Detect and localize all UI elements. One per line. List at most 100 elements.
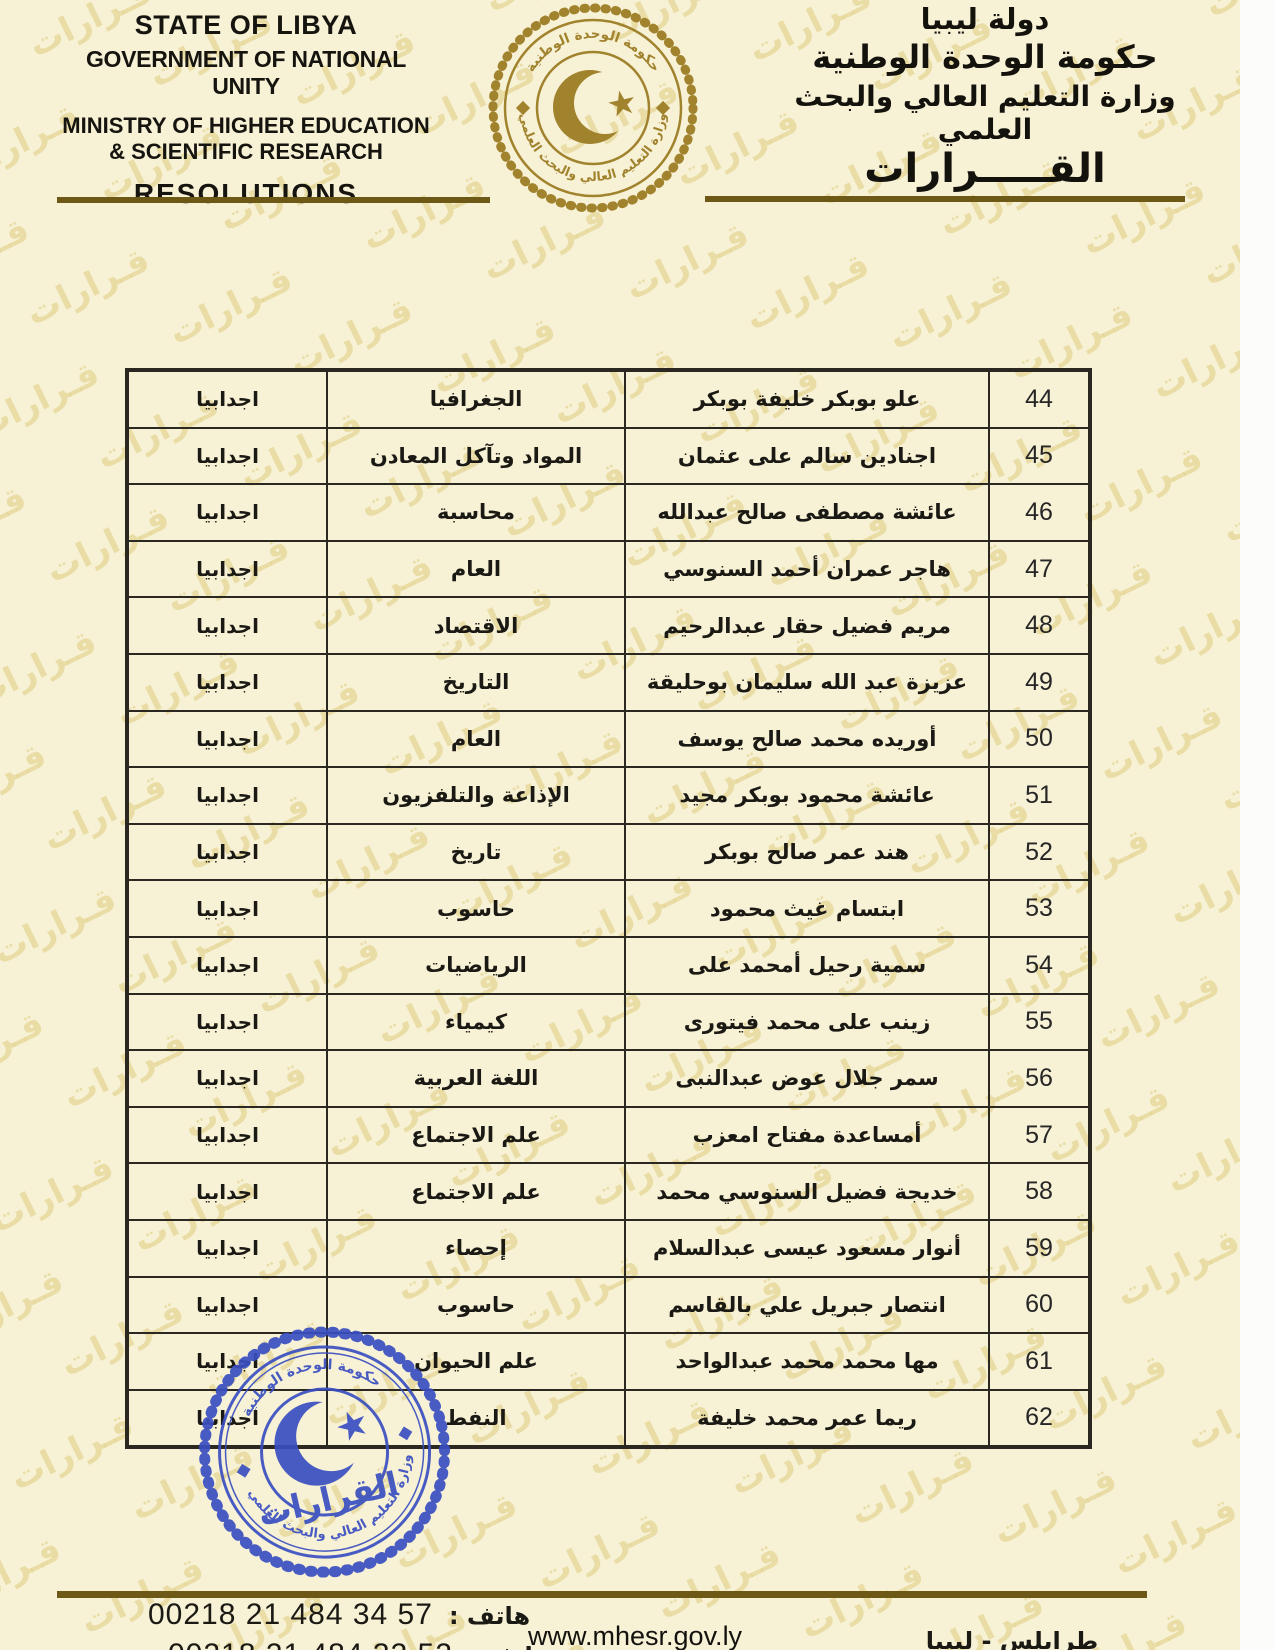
city-cell: اجدابيا [128, 993, 327, 1051]
state-title-en: STATE OF LIBYA [134, 10, 358, 40]
name-cell: اجنادين سالم على عثمان [625, 427, 989, 485]
number-cell: 48 [989, 597, 1089, 654]
name-cell: عائشة مصطفى صالح عبدالله [625, 484, 989, 541]
name-cell: أمساعدة مفتاح امعزب [625, 1106, 989, 1164]
number-cell: 47 [989, 540, 1089, 598]
city-cell: اجدابيا [128, 880, 327, 937]
resolutions-table: اجدابيا الجغرافيا علو بوبكر خليفة بوبكر 44 ا… [125, 368, 1092, 1450]
name-cell: سمر جلال عوض عبدالنبى [625, 1050, 989, 1107]
subject-cell: حاسوب [327, 1276, 625, 1334]
number-cell: 51 [989, 767, 1089, 824]
number-cell: 45 [989, 427, 1089, 485]
header-rule-left [57, 197, 490, 203]
number-cell: 50 [989, 710, 1089, 768]
city-cell: اجدابيا [128, 823, 327, 881]
name-cell: سمية رحيل أمحمد على [625, 936, 989, 994]
subject-cell: الجغرافيا [327, 371, 625, 428]
subject-cell: التاريخ [327, 653, 625, 711]
number-cell: 62 [989, 1389, 1089, 1447]
state-title-ar: دولة ليبيا [920, 2, 1050, 36]
stamp-diamond-left [236, 1463, 251, 1478]
city-cell: اجدابيا [128, 710, 327, 768]
city-cell: اجدابيا [128, 484, 327, 541]
subject-cell: إحصاء [327, 1219, 625, 1277]
seal-ring-top-text: حكومة الوحدة الوطنية [522, 26, 663, 75]
stamp-inner-circle [260, 1387, 390, 1517]
subject-cell: المواد وتآكل المعادن [327, 427, 625, 485]
government-title-en: GOVERNMENT OF NATIONAL UNITY [85, 46, 407, 99]
number-cell: 54 [989, 936, 1089, 994]
seal-outer-circle [503, 18, 683, 198]
number-cell: 52 [989, 823, 1089, 881]
city-cell: اجدابيا [128, 427, 327, 485]
city-cell: اجدابيا [128, 936, 327, 994]
footer-rule [57, 1591, 1147, 1598]
ministry-title-ar: وزارة التعليم العالي والبحث العلمي [794, 80, 1176, 146]
number-cell: 61 [989, 1333, 1089, 1390]
number-cell: 58 [989, 1163, 1089, 1220]
stamp-chain-ring [199, 1326, 451, 1578]
name-cell: خديجة فضيل السنوسي محمد [625, 1163, 989, 1220]
city-cell: اجدابيا [128, 540, 327, 598]
subject-cell: كيمياء [327, 993, 625, 1051]
seal-inner-circle [535, 50, 651, 166]
phone-number-1: 00218 21 484 34 57 [148, 1598, 433, 1631]
subject-cell: الإذاعة والتلفزيون [327, 767, 625, 824]
name-cell: انتصار جبريل علي بالقاسم [625, 1276, 989, 1334]
subject-cell: اللغة العربية [327, 1050, 625, 1107]
document-title-ar: القـــــرارات [864, 146, 1106, 192]
seal-diamond-left [515, 100, 531, 116]
header-rule-right [705, 196, 1185, 202]
phone-line-2: هاتف : 00218 21 484 32 52 [168, 1638, 550, 1650]
government-title-ar: حكومة الوحدة الوطنية [812, 38, 1158, 76]
stamp-outer-circle [218, 1345, 432, 1559]
name-cell: مريم فضيل حقار عبدالرحيم [625, 597, 989, 654]
location-text: طرابلس - ليبيا [925, 1627, 1099, 1650]
city-cell: اجدابيا [128, 767, 327, 824]
name-cell: زينب على محمد فيتورى [625, 993, 989, 1051]
header-english: STATE OF LIBYA GOVERNMENT OF NATIONAL UN… [60, 10, 432, 210]
blue-ink-stamp: حكومة الوحدة الوطنية وزارة التعليم العال… [199, 1326, 451, 1578]
number-cell: 46 [989, 484, 1089, 541]
name-cell: أنوار مسعود عيسى عبدالسلام [625, 1219, 989, 1277]
number-cell: 57 [989, 1106, 1089, 1164]
number-cell: 55 [989, 993, 1089, 1051]
number-cell: 44 [989, 371, 1089, 428]
subject-cell: حاسوب [327, 880, 625, 937]
subject-cell: تاريخ [327, 823, 625, 881]
crescent-star-icon: ★ [553, 70, 641, 144]
scan-margin [1240, 0, 1275, 1650]
phone-line-1: هاتف : 00218 21 484 34 57 [148, 1598, 530, 1632]
name-cell: ريما عمر محمد خليفة [625, 1389, 989, 1447]
number-cell: 49 [989, 653, 1089, 711]
city-cell: اجدابيا [128, 1163, 327, 1220]
website-url: www.mhesr.gov.ly [528, 1621, 743, 1650]
stamp-diamond-right [398, 1426, 413, 1441]
phone-label-1: هاتف : [448, 1602, 531, 1630]
number-cell: 53 [989, 880, 1089, 937]
subject-cell: العام [327, 710, 625, 768]
name-cell: مها محمد محمد عبدالواحد [625, 1333, 989, 1390]
subject-cell: علم الحيوان [327, 1333, 625, 1390]
phone-number-2: 00218 21 484 32 52 [168, 1638, 453, 1650]
name-cell: عائشة محمود بوبكر مجيد [625, 767, 989, 824]
svg-text:حكومة الوحدة الوطنية: حكومة الوحدة الوطنية [522, 26, 663, 75]
city-cell: اجدابيا [128, 653, 327, 711]
seal-chain-ring [488, 3, 698, 213]
subject-cell: الاقتصاد [327, 597, 625, 654]
document-title-en: RESOLUTIONS [133, 178, 359, 209]
city-cell: اجدابيا [128, 1050, 327, 1107]
ministry-seal: حكومة الوحدة الوطنية وزارة التعليم العال… [488, 3, 698, 213]
city-cell: اجدابيا [128, 1106, 327, 1164]
number-cell: 59 [989, 1219, 1089, 1277]
subject-cell: محاسبة [327, 484, 625, 541]
city-cell: اجدابيا [128, 1219, 327, 1277]
name-cell: هاجر عمران أحمد السنوسي [625, 540, 989, 598]
ministry-title-en-line1: MINISTRY OF HIGHER EDUCATION [62, 113, 430, 138]
name-cell: ابتسام غيث محمود [625, 880, 989, 937]
name-cell: عزيزة عبد الله سليمان بوحليقة [625, 653, 989, 711]
city-cell: اجدابيا [128, 371, 327, 428]
header-arabic: دولة ليبيا حكومة الوحدة الوطنية وزارة ال… [755, 2, 1215, 192]
name-cell: أوريده محمد صالح يوسف [625, 710, 989, 768]
phone-label-2: هاتف : [469, 1642, 550, 1650]
